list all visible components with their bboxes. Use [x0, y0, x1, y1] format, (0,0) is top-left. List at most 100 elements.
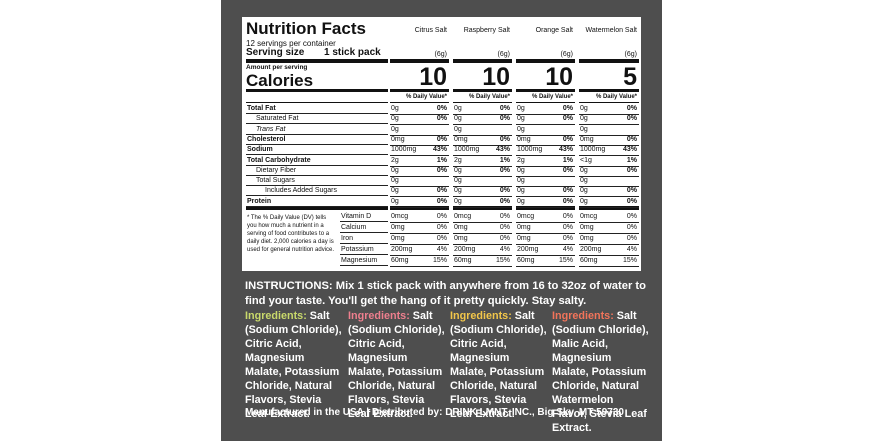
- daily-value: 0%: [499, 187, 510, 195]
- amount: 60mg: [580, 257, 598, 264]
- row-cell: 0g: [390, 125, 449, 136]
- row-label: Iron: [340, 234, 388, 244]
- amount: 0g: [517, 125, 525, 133]
- amount: 0g: [391, 125, 399, 133]
- amount: 2g: [454, 156, 462, 164]
- row-cell: 0mg 0%: [579, 135, 639, 146]
- amount: 0g: [454, 187, 462, 195]
- thick-bar: [390, 59, 449, 63]
- row-cell: 0mg 0%: [390, 223, 449, 234]
- row-cell: 0mg 0%: [516, 223, 575, 234]
- row-label: Protein: [246, 197, 388, 207]
- medium-bar: [390, 89, 449, 92]
- daily-value: 0%: [562, 105, 573, 112]
- amount: 200mg: [580, 246, 602, 253]
- amount: 0g: [454, 125, 462, 133]
- row-cell: 1000mg 43%: [453, 145, 512, 157]
- ingredients-label: Ingredients:: [552, 310, 614, 322]
- flavor-serving: (6g): [434, 51, 447, 58]
- amount: 0g: [454, 177, 462, 185]
- rule: [453, 102, 512, 103]
- amount: 0mg: [454, 224, 468, 231]
- daily-value: 4%: [626, 246, 637, 253]
- medium-bar: [453, 89, 512, 92]
- amount: 0g: [517, 166, 525, 174]
- daily-value: 0%: [499, 197, 510, 205]
- daily-value: 0%: [499, 235, 510, 242]
- row-label: Total Fat: [246, 104, 388, 114]
- row-cell: 0mcg 0%: [516, 212, 575, 223]
- amount: 1000mg: [454, 146, 480, 154]
- row-cell: 60mg 15%: [579, 256, 639, 267]
- row-cell: 0g 0%: [579, 197, 639, 208]
- row-cell: 0g 0%: [453, 166, 512, 177]
- amount: 0mg: [580, 235, 594, 242]
- thick-bar: [516, 206, 575, 210]
- row-cell: 0mg 0%: [453, 223, 512, 234]
- daily-value: 1%: [436, 156, 447, 164]
- amount: 1000mg: [517, 146, 543, 154]
- instructions: INSTRUCTIONS: Mix 1 stick pack with anyw…: [245, 279, 655, 309]
- footer: Manufactured in the USA | Distributed by…: [245, 407, 624, 418]
- flavor-serving: (6g): [560, 51, 573, 58]
- row-cell: <1g 1%: [579, 156, 639, 167]
- amount: 0mcg: [580, 213, 598, 220]
- daily-value: 0%: [436, 197, 447, 205]
- serving-size-value: 1 stick pack: [324, 47, 381, 58]
- row-cell: 200mg 4%: [453, 245, 512, 256]
- daily-value: 0%: [626, 187, 637, 195]
- row-cell: 0g 0%: [390, 104, 449, 115]
- row-label: Magnesium: [340, 256, 388, 266]
- daily-value: 0%: [626, 166, 637, 174]
- row-cell: 1000mg 43%: [516, 145, 575, 157]
- medium-bar: [516, 89, 575, 92]
- flavor-serving: (6g): [624, 51, 637, 58]
- row-cell: 0g 0%: [390, 166, 449, 177]
- amount: 0g: [517, 105, 525, 112]
- ingredients-text: Salt (Sodium Chloride), Malic Acid, Magn…: [552, 310, 649, 434]
- row-label: Calcium: [340, 223, 388, 233]
- row-cell: 200mg 4%: [390, 245, 449, 256]
- amount: 1000mg: [391, 146, 417, 154]
- daily-value: 4%: [562, 246, 573, 253]
- row-cell: 0mg 0%: [579, 223, 639, 234]
- daily-value: 0%: [499, 105, 510, 112]
- instructions-label: INSTRUCTIONS:: [245, 280, 333, 292]
- row-label: Dietary Fiber: [246, 166, 388, 176]
- daily-value: 0%: [562, 115, 573, 123]
- daily-value: 0%: [562, 213, 573, 220]
- amount: 0g: [517, 197, 525, 205]
- amount: 200mg: [391, 246, 413, 253]
- serving-size-label: Serving size: [246, 47, 305, 58]
- rule: [579, 102, 639, 103]
- amount-per-serving: Amount per serving: [246, 64, 308, 71]
- row-cell: 0g 0%: [516, 166, 575, 177]
- row-cell: 0g: [453, 125, 512, 136]
- row-cell: 0mcg 0%: [390, 212, 449, 223]
- ingredients-label: Ingredients:: [245, 310, 307, 322]
- daily-value: 0%: [436, 213, 447, 220]
- amount: 0mg: [580, 135, 594, 143]
- amount: 0g: [454, 166, 462, 174]
- amount: 0g: [391, 166, 399, 174]
- servings: 12 servings per container: [246, 39, 336, 48]
- daily-value: 0%: [436, 135, 447, 143]
- row-cell: 0g 0%: [516, 104, 575, 115]
- row-cell: 0g 0%: [579, 166, 639, 177]
- daily-value: 0%: [499, 115, 510, 123]
- row-label: Potassium: [340, 245, 388, 255]
- row-cell: 0g 0%: [579, 186, 639, 198]
- row-cell: 0mg 0%: [390, 135, 449, 146]
- amount: 0g: [580, 125, 588, 133]
- row-cell: 0g 0%: [390, 186, 449, 198]
- row-cell: 0g 0%: [390, 114, 449, 126]
- daily-value: 4%: [436, 246, 447, 253]
- calories-label: Calories: [246, 71, 314, 90]
- amount: 60mg: [517, 257, 535, 264]
- flavor-calories: 10: [482, 63, 510, 91]
- daily-value: 0%: [436, 187, 447, 195]
- daily-value: 0%: [626, 115, 637, 123]
- row-label: Total Carbohydrate: [246, 156, 388, 166]
- dv-header: % Daily Value*: [468, 94, 510, 100]
- ingredients-label: Ingredients:: [450, 310, 512, 322]
